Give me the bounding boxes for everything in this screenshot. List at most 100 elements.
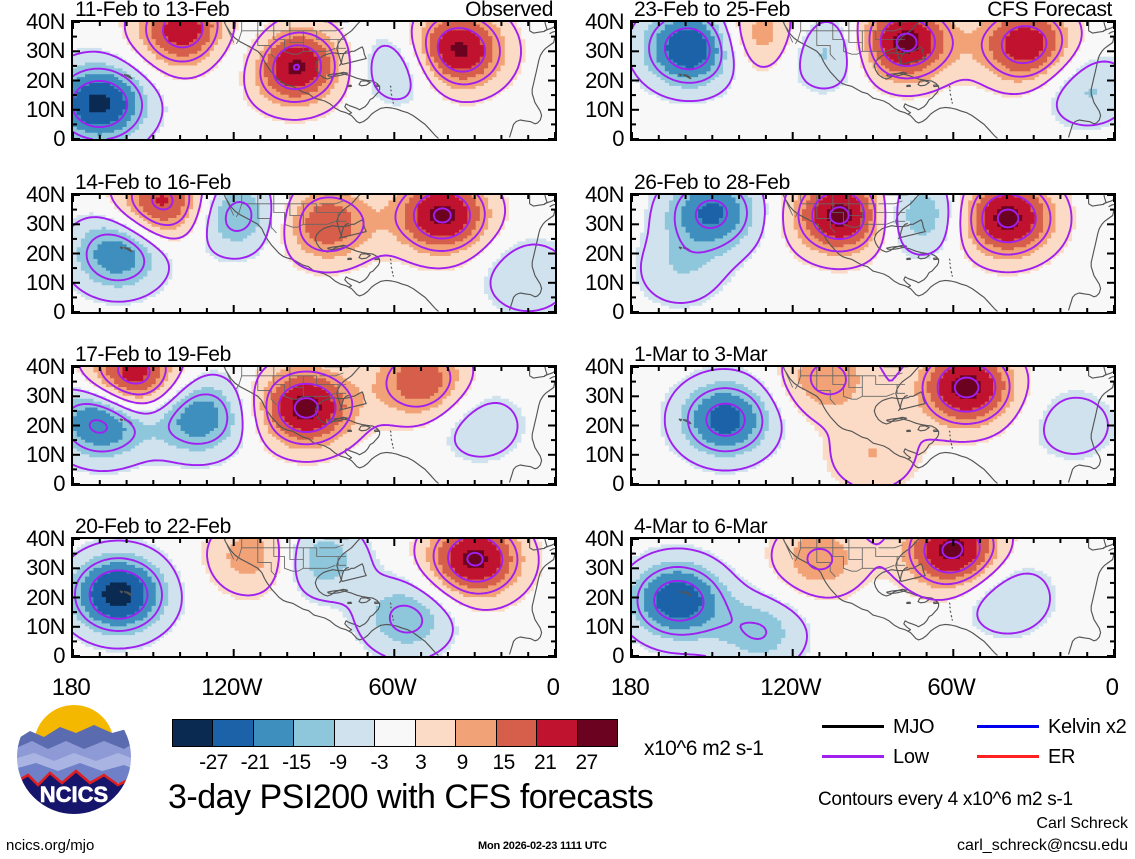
colorbar-tick: -27 [183, 752, 243, 773]
y-tick-label: 0 [0, 128, 65, 150]
legend-label-er: ER [1048, 747, 1075, 767]
colorbar-swatch-0 [172, 719, 214, 747]
colorbar-tick: 21 [515, 752, 575, 773]
y-tick-label: 40N [0, 11, 65, 33]
y-tick-label: 30N [0, 213, 65, 235]
legend-line-mjo [822, 725, 884, 729]
contour-interval-note: Contours every 4 x10^6 m2 s-1 [818, 790, 1073, 809]
y-tick-label: 20N [0, 69, 65, 92]
coastlines [119, 195, 555, 312]
y-tick-label: 0 [0, 301, 65, 323]
author-name: Carl Schreck [828, 816, 1128, 832]
panel-title-1: 11-Feb to 13-Feb [75, 0, 230, 20]
colorbar [172, 719, 628, 747]
x-tick-label: 120W [182, 676, 282, 700]
y-tick-label: 10N [0, 271, 65, 294]
y-tick-label: 40N [0, 184, 65, 206]
y-tick-label: 10N [0, 615, 65, 638]
y-tick-label: 30N [558, 557, 624, 579]
panel-title-6: 26-Feb to 28-Feb [634, 172, 790, 193]
axis-ticks [632, 539, 1114, 656]
filled-contours [632, 22, 1114, 139]
axis-ticks [632, 195, 1114, 312]
low-contours [632, 539, 1051, 656]
y-tick-label: 10N [558, 443, 624, 466]
y-tick-label: 30N [558, 213, 624, 235]
panel-title-4: 20-Feb to 22-Feb [75, 516, 231, 537]
filled-contours [632, 195, 1114, 312]
colorbar-swatch-1 [212, 719, 254, 747]
column-header-left: Observed [313, 0, 553, 20]
legend-label-kelvin: Kelvin x2 [1048, 717, 1127, 737]
y-tick-label: 20N [558, 586, 624, 609]
ncics-logo-text: NCICS [40, 782, 108, 807]
colorbar-swatch-8 [495, 719, 538, 747]
colorbar-swatch-10 [576, 719, 618, 747]
x-tick-label: 0 [1062, 676, 1135, 700]
colorbar-swatch-5 [374, 719, 416, 747]
y-tick-label: 20N [0, 414, 65, 437]
panel-title-3: 17-Feb to 19-Feb [75, 344, 231, 365]
y-tick-label: 10N [558, 271, 624, 294]
legend-item-er: ER [977, 746, 1075, 767]
coastlines [678, 539, 1114, 656]
y-tick-label: 40N [558, 356, 624, 378]
low-contours [663, 367, 1109, 484]
colorbar-swatch-2 [252, 719, 295, 747]
ncics-logo-svg: NCICS [15, 698, 133, 816]
axis-ticks [632, 367, 1114, 484]
legend-label-low: Low [893, 747, 929, 767]
render-timestamp: Mon 2026-02-23 1111 UTC [478, 841, 607, 852]
column-header-right: CFS Forecast [872, 0, 1112, 20]
colorbar-swatch-7 [455, 719, 497, 747]
colorbar-swatch-4 [333, 719, 376, 747]
panel-title-8: 4-Mar to 6-Mar [634, 516, 768, 537]
x-tick-label: 180 [580, 676, 680, 700]
author-email[interactable]: carl_schreck@ncsu.edu [828, 838, 1128, 854]
y-tick-label: 20N [558, 69, 624, 92]
site-url[interactable]: ncics.org/mjo [6, 838, 94, 853]
colorbar-tick: 27 [557, 752, 617, 773]
y-tick-label: 30N [558, 40, 624, 62]
y-tick-label: 10N [0, 443, 65, 466]
map-panel-5 [630, 20, 1116, 141]
legend-line-low [822, 755, 884, 759]
legend-label-mjo: MJO [893, 717, 935, 737]
colorbar-swatch-3 [293, 719, 335, 747]
y-tick-label: 30N [0, 385, 65, 407]
colorbar-swatch-6 [414, 719, 457, 747]
axis-ticks [73, 22, 555, 139]
colorbar-swatch-9 [536, 719, 578, 747]
y-tick-label: 0 [558, 128, 624, 150]
axis-ticks [73, 539, 555, 656]
y-tick-label: 0 [0, 473, 65, 495]
y-tick-label: 20N [0, 242, 65, 265]
filled-contours [73, 195, 555, 312]
colorbar-tick: -3 [349, 752, 409, 773]
colorbar-tick: 15 [474, 752, 534, 773]
low-contours [73, 539, 540, 656]
y-tick-label: 40N [0, 528, 65, 550]
y-tick-label: 20N [558, 242, 624, 265]
legend-line-kelvin [977, 725, 1039, 729]
legend-line-er [977, 755, 1039, 759]
panel-title-5: 23-Feb to 25-Feb [634, 0, 790, 20]
axis-ticks [73, 367, 555, 484]
y-tick-label: 40N [558, 528, 624, 550]
colorbar-unit-label: x10^6 m2 s-1 [644, 738, 764, 759]
x-tick-label: 60W [901, 676, 1001, 700]
map-panel-4 [71, 537, 557, 658]
y-tick-label: 20N [0, 586, 65, 609]
y-tick-label: 30N [558, 385, 624, 407]
x-tick-label: 120W [741, 676, 841, 700]
axis-ticks [73, 195, 555, 312]
x-tick-label: 180 [21, 676, 121, 700]
map-panel-3 [71, 365, 557, 486]
y-tick-label: 0 [558, 301, 624, 323]
map-panel-7 [630, 365, 1116, 486]
ncics-logo: NCICS [14, 697, 134, 817]
y-tick-label: 40N [558, 184, 624, 206]
low-contours [632, 22, 1114, 127]
coastlines [119, 539, 555, 656]
y-tick-label: 40N [0, 356, 65, 378]
